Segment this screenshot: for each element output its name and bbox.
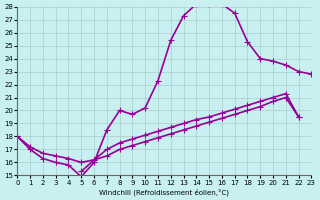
X-axis label: Windchill (Refroidissement éolien,°C): Windchill (Refroidissement éolien,°C) xyxy=(100,188,229,196)
